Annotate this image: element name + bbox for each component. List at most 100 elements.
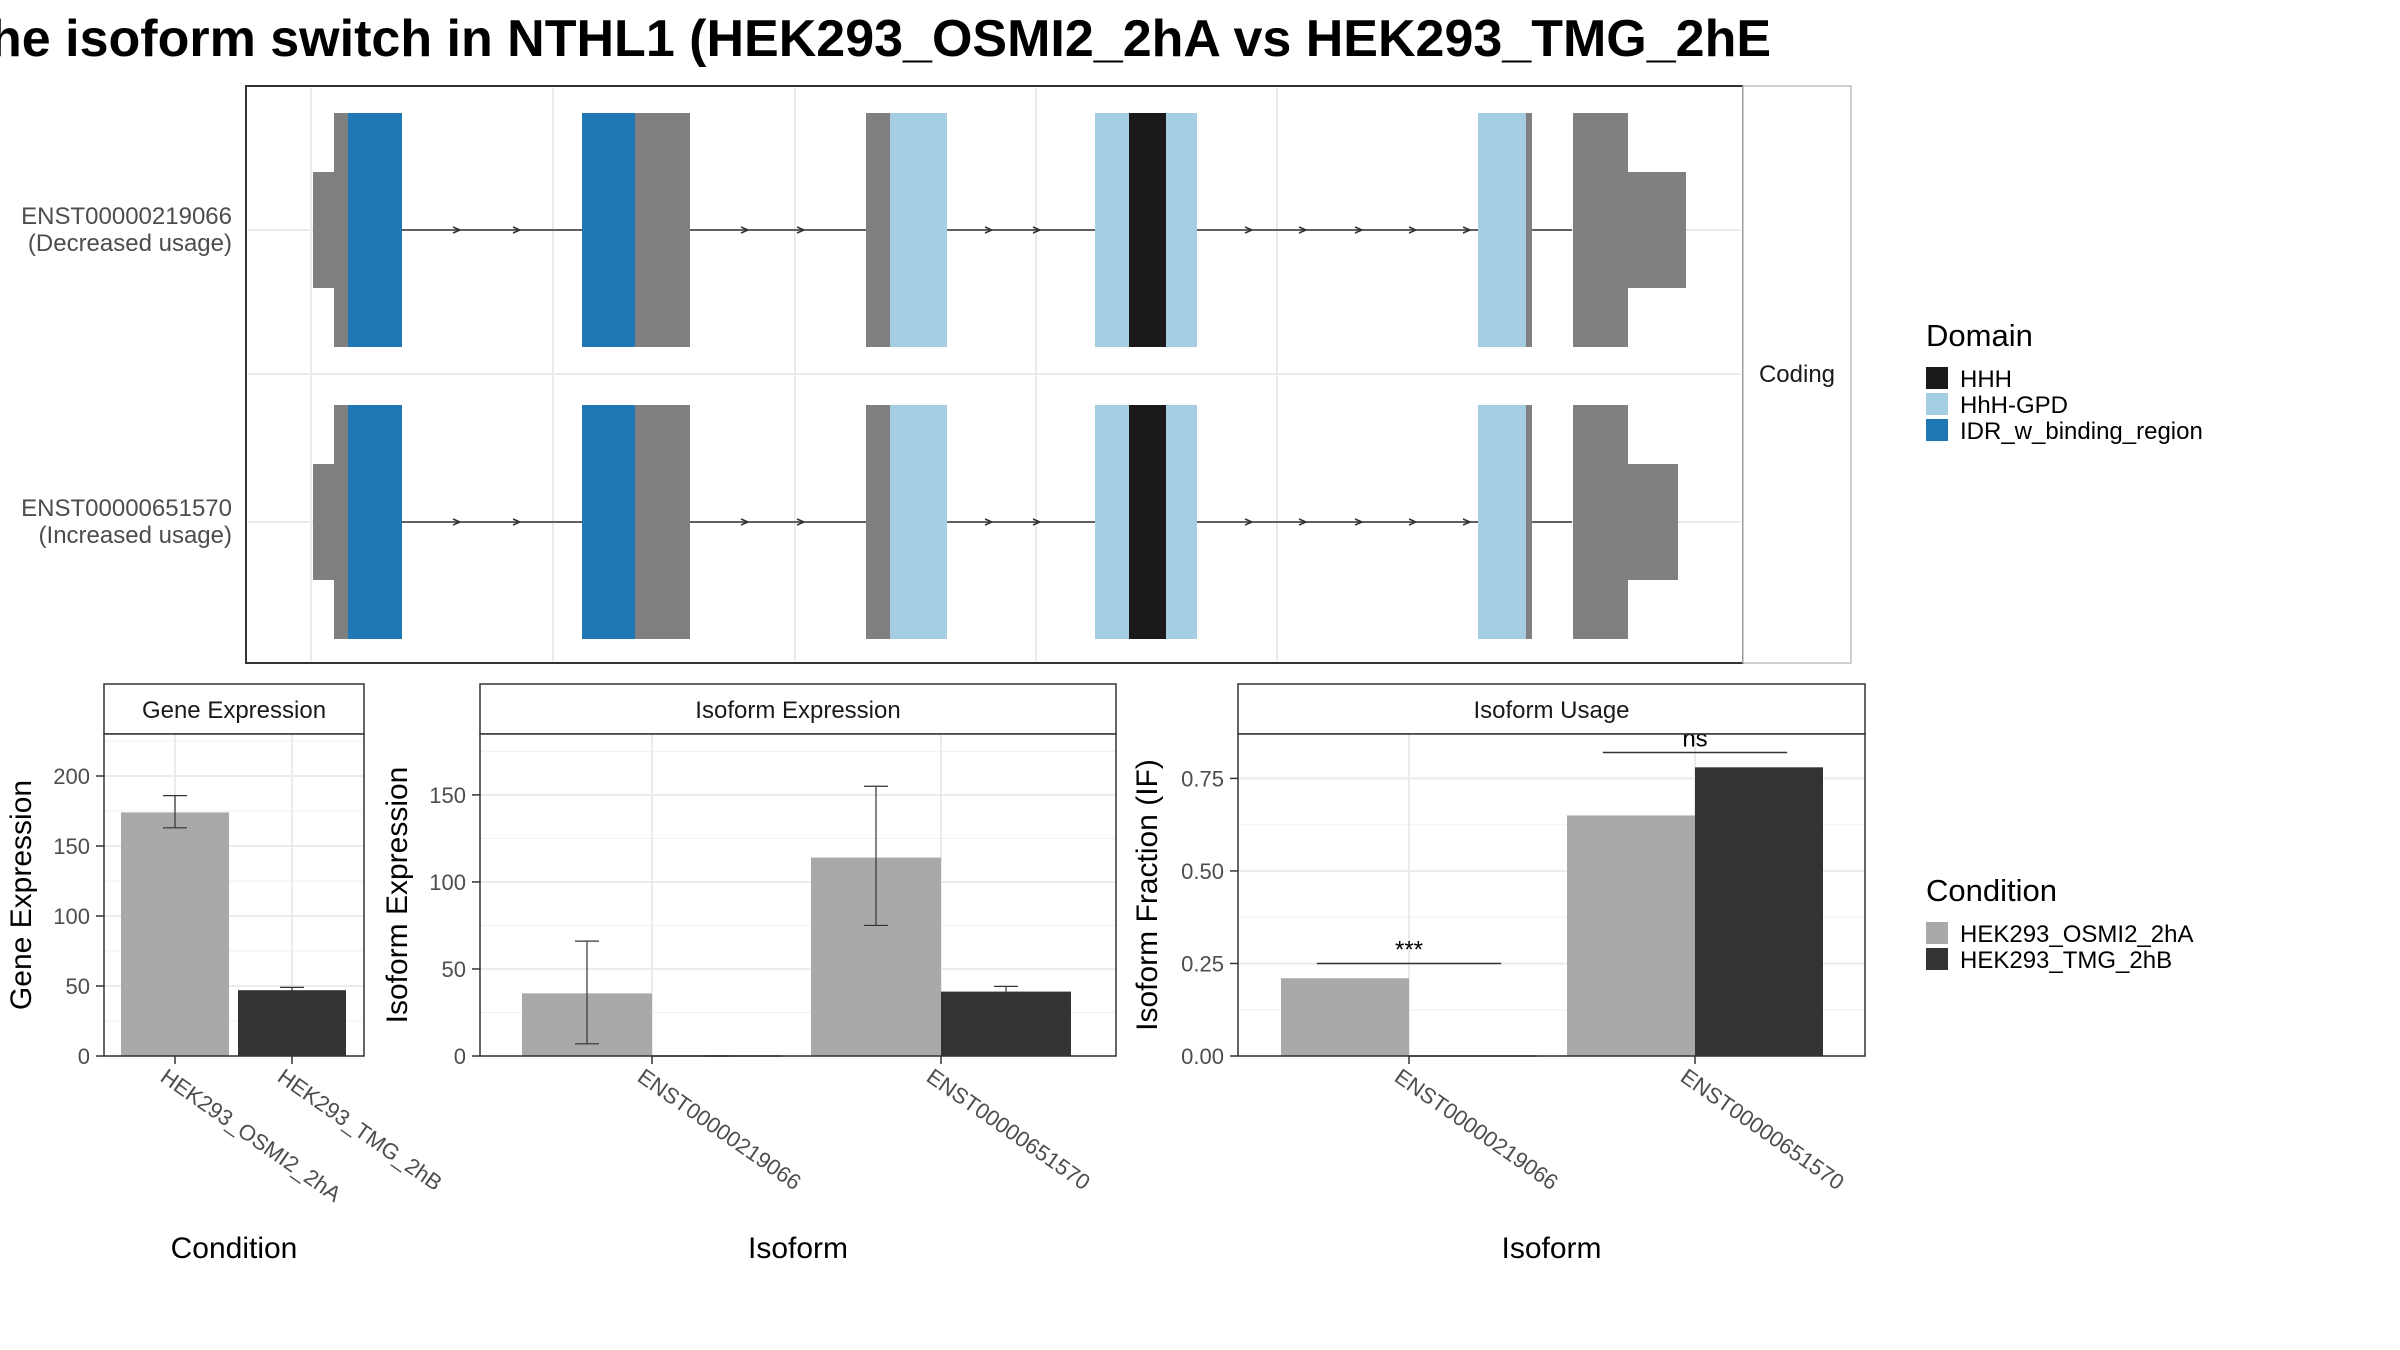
bar-ENST00000651570-HEK293_TMG_2hB <box>941 991 1071 1056</box>
panel-title: Isoform Expression <box>695 697 900 724</box>
bar-ENST00000651570-HEK293_OSMI2_2hA <box>1567 815 1695 1056</box>
intron-arrow-4 <box>984 518 994 526</box>
y-tick-label: 150 <box>53 834 90 859</box>
intron-arrow-2 <box>740 518 750 526</box>
panel-title: Gene Expression <box>142 697 326 724</box>
legend-label-osmi2: HEK293_OSMI2_2hA <box>1960 921 2193 948</box>
utr-3prime <box>1627 172 1686 288</box>
exon1-idr-domain <box>348 113 402 347</box>
y-tick-label: 0.25 <box>1181 951 1224 976</box>
exon2-coding <box>635 405 690 639</box>
panel-strip <box>1237 683 1866 735</box>
intron-arrow-0 <box>452 518 462 526</box>
significance-label: *** <box>1395 936 1423 963</box>
isoform-track-1 <box>313 113 1686 347</box>
x-axis-label: Isoform <box>748 1232 848 1265</box>
intron-arrow-8 <box>1354 226 1364 234</box>
x-axis-label: Isoform <box>1501 1232 1601 1265</box>
bar-ENST00000219066-HEK293_OSMI2_2hA <box>1281 978 1409 1056</box>
exon3-coding <box>866 113 891 347</box>
y-tick-label: 0.75 <box>1181 766 1224 791</box>
panel-border <box>103 733 365 1057</box>
y-tick-label: 200 <box>53 764 90 789</box>
legend-label-tmg: HEK293_TMG_2hB <box>1960 947 2172 974</box>
bar-HEK293_TMG_2hB <box>238 990 346 1056</box>
isoform-label-2-line2: (Increased usage) <box>39 522 232 549</box>
intron-arrow-7 <box>1298 226 1308 234</box>
exon5-coding <box>1526 113 1532 347</box>
intron-arrow-3 <box>796 226 806 234</box>
bar-HEK293_OSMI2_2hA <box>121 812 229 1056</box>
exon6-coding <box>1573 405 1628 639</box>
intron-arrow-0 <box>452 226 462 234</box>
exon2-coding <box>635 113 690 347</box>
exon2-idr-domain <box>582 405 636 639</box>
domain-legend-title: Domain <box>1926 318 2033 353</box>
bar-ENST00000651570-HEK293_TMG_2hB <box>1695 767 1823 1056</box>
figure-title: he isoform switch in NTHL1 (HEK293_OSMI2… <box>0 10 1771 68</box>
exon6-coding <box>1573 113 1628 347</box>
exon5-hhh-gpd-domain <box>1478 113 1527 347</box>
isoform-track-2 <box>313 405 1678 639</box>
panel-border <box>479 733 1117 1057</box>
significance-label: ns <box>1682 726 1707 753</box>
y-axis-label: Isoform Expression <box>381 767 414 1024</box>
isoform-label-1-line1: ENST00000219066 <box>21 203 232 230</box>
exon4-hhh-domain <box>1129 405 1167 639</box>
y-tick-label: 50 <box>66 974 90 999</box>
y-tick-label: 50 <box>442 957 466 982</box>
utr-3prime <box>1627 464 1678 580</box>
legend-swatch-tmg <box>1926 948 1948 970</box>
exon4-hhh-gpd-domain-right <box>1166 113 1197 347</box>
legend-label-idr: IDR_w_binding_region <box>1960 418 2203 445</box>
intron-arrow-3 <box>796 518 806 526</box>
isoform-label-2-line1: ENST00000651570 <box>21 495 232 522</box>
y-axis-label: Isoform Fraction (IF) <box>1131 759 1164 1031</box>
x-axis-label: Condition <box>171 1232 298 1265</box>
panel-border <box>1237 733 1866 1057</box>
intron-arrow-1 <box>512 518 522 526</box>
legend-swatch-osmi2 <box>1926 922 1948 944</box>
panel-title: Isoform Usage <box>1473 697 1629 724</box>
y-tick-label: 0.50 <box>1181 859 1224 884</box>
exon4-hhh-gpd-domain-left <box>1095 113 1130 347</box>
isoform-usage-chart: Isoform Usage 0.00 0.25 0.50 0.75 ENST0000021… <box>1131 683 1866 1265</box>
exon3-hhh-gpd-domain <box>890 113 947 347</box>
utr-5prime <box>313 172 335 288</box>
exon5-hhh-gpd-domain <box>1478 405 1527 639</box>
utr-5prime <box>313 464 335 580</box>
intron-arrow-9 <box>1408 518 1418 526</box>
isoform-structure-panel: Coding ENST00000219066 (Decreased usage)… <box>21 85 1852 664</box>
x-tick-label: ENST00000219066 <box>1390 1064 1563 1195</box>
exon3-coding <box>866 405 891 639</box>
intron-arrow-6 <box>1244 226 1254 234</box>
intron-arrow-8 <box>1354 518 1364 526</box>
exon1-utr <box>334 113 349 347</box>
exon1-utr <box>334 405 349 639</box>
condition-legend-title: Condition <box>1926 873 2057 908</box>
x-tick-label: ENST00000219066 <box>633 1064 806 1195</box>
intron-arrow-10 <box>1462 226 1472 234</box>
condition-legend: Condition HEK293_OSMI2_2hA HEK293_TMG_2h… <box>1926 873 2193 974</box>
intron-arrow-5 <box>1032 226 1042 234</box>
exon3-hhh-gpd-domain <box>890 405 947 639</box>
intron-arrow-7 <box>1298 518 1308 526</box>
isoform-label-1-line2: (Decreased usage) <box>28 230 232 257</box>
intron-arrow-4 <box>984 226 994 234</box>
exon4-hhh-gpd-domain-left <box>1095 405 1130 639</box>
exon5-coding <box>1526 405 1532 639</box>
domain-legend: Domain HHH HhH-GPD IDR_w_binding_region <box>1926 318 2203 445</box>
exon2-idr-domain <box>582 113 636 347</box>
y-tick-label: 0 <box>454 1044 466 1069</box>
structure-strip <box>1742 85 1852 664</box>
x-tick-label: ENST00000651570 <box>922 1064 1095 1195</box>
exon1-idr-domain <box>348 405 402 639</box>
x-tick-label: ENST00000651570 <box>1676 1064 1849 1195</box>
y-tick-label: 0 <box>78 1044 90 1069</box>
y-tick-label: 150 <box>429 783 466 808</box>
legend-label-hhh: HHH <box>1960 366 2012 393</box>
exon4-hhh-domain <box>1129 113 1167 347</box>
y-tick-label: 0.00 <box>1181 1044 1224 1069</box>
y-tick-label: 100 <box>53 904 90 929</box>
